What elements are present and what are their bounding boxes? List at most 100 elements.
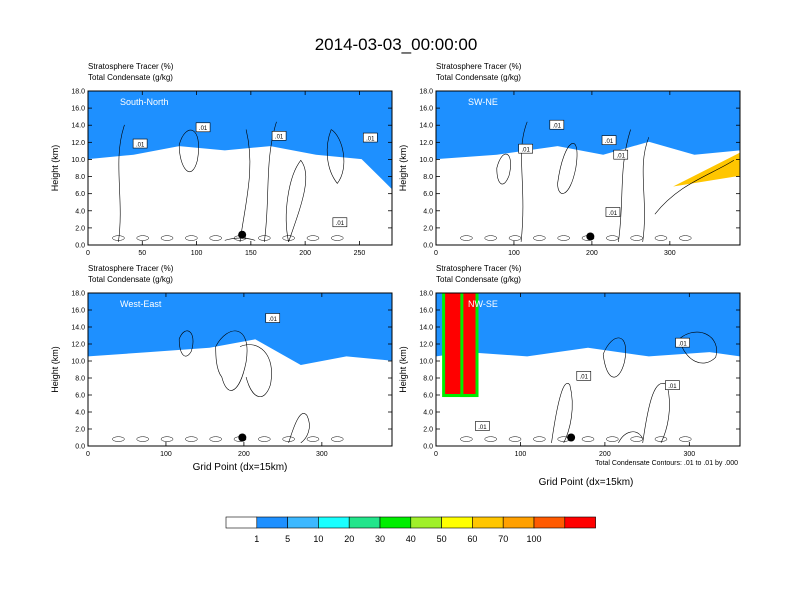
contour-label: .01 [136,142,145,148]
contour-line [118,124,125,242]
contour-line [654,160,735,215]
y-tick-label: 8.0 [423,376,433,383]
plot-frame [87,90,393,246]
contour-label-box [132,138,148,149]
x-tick-label: 100 [191,250,203,257]
panel-4: 0.0 2.0 4.0 6.0 8.0 10.0 12.0 14.0 16.0 18.0 0 100 2… [398,264,741,458]
y-tick-label: 6.0 [423,393,433,400]
contour-label-box [605,207,621,217]
contour-line [496,153,511,185]
colorbar-swatch [502,516,535,529]
contour-cell [679,436,692,442]
y-tick-label: 6.0 [423,191,433,198]
x-axis-label: Grid Point (dx=15km) [193,462,288,473]
panel-1: 0.0 2.0 4.0 6.0 8.0 10.0 12.0 14.0 16.0 18.0 0 50 10… [50,62,393,257]
contour-line [520,121,528,242]
contour-cell [654,235,668,241]
x-tick-label: 200 [299,250,311,257]
panel-header-condensate: Total Condensate (g/kg) [88,275,173,284]
condensate-contours [460,121,735,242]
contour-line [239,344,272,397]
panel-label: West-East [120,299,162,309]
colorbar-swatch [379,516,412,529]
tracer-field [88,293,392,446]
contour-cell [185,436,198,442]
contour-label: .01 [553,124,562,130]
contour-cell [306,235,320,241]
y-tick-label: 6.0 [75,393,85,400]
plot-frame [87,292,393,447]
contour-cell [282,235,295,241]
contour-label: .01 [617,153,626,159]
y-tick-label: 14.0 [71,325,85,332]
colorbar-label: 5 [285,534,290,544]
contour-cell [581,436,595,442]
contour-label: .01 [668,384,677,390]
contour-cell [112,436,125,442]
contour-cell [112,235,125,241]
panel-header-tracer: Stratosphere Tracer (%) [436,264,522,273]
contour-cell [630,436,643,442]
x-tick-label: 300 [316,451,328,458]
contour-label: .01 [580,375,589,381]
contour-cell [533,235,546,241]
contour-label: .01 [678,341,687,347]
contour-label-box [271,131,287,141]
tracer-field [436,91,740,245]
x-tick-label: 0 [434,451,438,458]
contour-cell [185,235,198,241]
y-tick-label: 2.0 [423,427,433,434]
y-tick-label: 8.0 [75,174,85,181]
contour-label-box [362,132,378,143]
panel-3: 0.0 2.0 4.0 6.0 8.0 10.0 12.0 14.0 16.0 18.0 0 100 2… [50,264,393,473]
panel-header-condensate: Total Condensate (g/kg) [88,73,173,82]
y-tick-label: 16.0 [71,308,85,315]
panel-label: NW-SE [468,299,498,309]
colorbar-swatch [564,516,596,529]
colorbar-swatch [348,516,381,529]
colorbar-swatch [533,516,566,529]
contour-cell [508,235,522,241]
colorbar-label: 10 [313,534,323,544]
y-tick-label: 10.0 [71,359,85,366]
contour-label: .01 [605,139,614,145]
tracer-field [88,91,392,245]
contour-cell [160,436,174,442]
colorbar-swatch [410,516,442,529]
contour-cell [136,436,149,442]
contour-line [285,159,307,242]
y-tick-label: 4.0 [75,410,85,417]
contour-cell [484,436,497,442]
y-tick-label: 16.0 [419,308,433,315]
contour-line [618,129,631,242]
x-tick-label: 150 [245,250,257,257]
y-tick-label: 14.0 [71,123,85,130]
plot-frame [435,292,741,447]
panel-2: 0.0 2.0 4.0 6.0 8.0 10.0 12.0 14.0 16.0 18.0 0 100 2… [398,62,741,257]
contour-cell [160,235,174,241]
y-tick-label: 12.0 [71,342,85,349]
colorbar-label: 70 [498,534,508,544]
contour-label: .01 [336,221,345,227]
panel-label: SW-NE [468,97,498,107]
y-axis-label: Height (km) [50,145,60,192]
contour-cell [209,235,222,241]
x-tick-label: 0 [86,451,90,458]
y-tick-label: 10.0 [419,157,433,164]
condensate-contours [112,121,345,242]
contour-label-box [549,119,565,130]
y-tick-label: 0.0 [423,444,433,451]
colorbar-label: 60 [467,534,477,544]
contour-label: .01 [609,211,618,217]
contour-label-box [332,217,348,228]
panels: 0.0 2.0 4.0 6.0 8.0 10.0 12.0 14.0 16.0 18.0 0 50 10… [50,62,741,473]
contour-cell [282,436,295,442]
contour-line [618,431,643,444]
y-tick-label: 0.0 [75,243,85,250]
contour-label: .01 [366,136,375,142]
contour-cell [136,235,149,241]
location-marker [238,433,247,442]
tracer-field [436,293,740,446]
contour-cell [331,436,344,442]
